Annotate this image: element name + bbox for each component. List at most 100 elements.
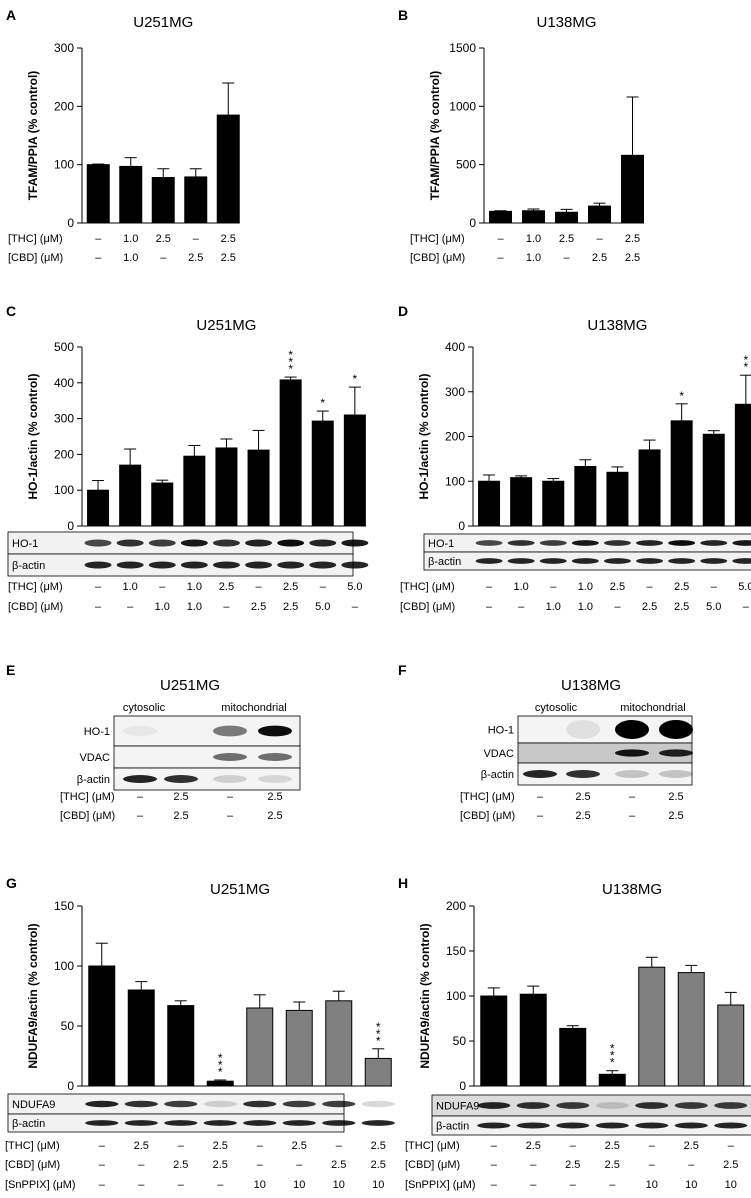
panel-letter: C <box>6 303 16 319</box>
panel-f: F U138MG cytosolic mitochondrial HO-1 VDAC β-a… <box>398 662 693 822</box>
condition-label: [THC] (μM) <box>410 233 465 245</box>
y-axis-label: NDUFA9/actin (% control) <box>418 923 432 1068</box>
panel-g: G U251MG 0 50 100 150 NDUFA9/actin (% control)… <box>5 875 395 1191</box>
condition-label: [CBD] (μM) <box>8 601 63 613</box>
bar <box>559 1027 587 1087</box>
condition-value: – <box>649 1140 656 1152</box>
bar <box>184 176 208 224</box>
condition-value: – <box>99 1140 106 1152</box>
panel-letter: E <box>6 662 15 678</box>
y-tick-label: 500 <box>54 340 74 354</box>
bar <box>588 205 611 224</box>
condition-value: 2.5 <box>371 1159 386 1171</box>
blot-row-2-band <box>243 1120 277 1126</box>
condition-value: 2.5 <box>156 233 171 245</box>
condition-value: – <box>178 1179 185 1191</box>
blot-row-1-band <box>203 1100 237 1108</box>
blot-row-2-band <box>475 558 503 564</box>
blot-row-1-band <box>668 540 696 546</box>
blot-row-2-band <box>277 561 305 569</box>
condition-value: 2.5 <box>188 252 203 264</box>
blot-row-2-band <box>516 1122 550 1129</box>
condition-value: 1.0 <box>155 601 170 613</box>
condition-value: 2.5 <box>173 791 188 803</box>
significance-star: * <box>376 1034 381 1048</box>
blot-band <box>566 720 600 739</box>
chart-title: U251MG <box>210 881 270 898</box>
y-tick-label: 50 <box>61 1019 75 1033</box>
y-tick-label: 200 <box>54 447 74 461</box>
panel-b: B U138MG 0 500 1000 1500 TFAM/PPIA (% control)… <box>398 7 645 264</box>
condition-value: 10 <box>685 1179 697 1191</box>
condition-value: – <box>486 601 493 613</box>
y-axis-label: HO-1/actin (% control) <box>417 373 431 499</box>
blot-row-2-band <box>595 1122 629 1129</box>
blot-band <box>123 725 157 737</box>
significance-star: * <box>218 1058 223 1072</box>
blot-row-1-band <box>475 540 503 546</box>
condition-value: – <box>491 1159 498 1171</box>
blot-row-2-band <box>361 1120 395 1126</box>
bar <box>87 489 110 527</box>
condition-value: 2.5 <box>526 1140 541 1152</box>
condition-value: – <box>352 601 359 613</box>
condition-value: 2.5 <box>134 1140 149 1152</box>
condition-value: 5.0 <box>738 581 751 593</box>
blot-label: β-actin <box>436 1121 469 1133</box>
blot-label: NDUFA9 <box>436 1101 479 1113</box>
blot-band <box>523 770 557 778</box>
y-axis-label: NDUFA9/actin (% control) <box>26 923 40 1068</box>
condition-value: – <box>95 233 102 245</box>
condition-value: – <box>137 810 144 822</box>
chart-title: U251MG <box>133 14 193 31</box>
condition-value: 5.0 <box>315 601 330 613</box>
bar <box>151 482 174 527</box>
blot-frame <box>517 762 693 786</box>
bar <box>119 464 142 527</box>
condition-value: – <box>159 581 166 593</box>
y-tick-label: 200 <box>54 99 74 113</box>
bar <box>542 480 565 527</box>
blot-row-2-band <box>322 1120 356 1126</box>
blot-row-2-band <box>148 561 176 569</box>
condition-value: – <box>570 1179 577 1191</box>
blot-label: β-actin <box>77 774 110 786</box>
condition-value: – <box>497 233 504 245</box>
bar <box>670 420 693 527</box>
condition-value: 1.0 <box>578 601 593 613</box>
condition-value: 10 <box>333 1179 345 1191</box>
condition-value: – <box>227 810 234 822</box>
significance-star: * <box>376 1020 381 1034</box>
bar <box>247 449 270 527</box>
condition-value: 1.0 <box>514 581 529 593</box>
condition-value: 2.5 <box>219 581 234 593</box>
blot-row-2-band <box>556 1122 590 1129</box>
significance-star: * <box>679 389 684 403</box>
blot-band <box>615 770 649 778</box>
blot-row-2-band <box>635 1122 669 1129</box>
condition-value: 2.5 <box>610 581 625 593</box>
significance-star: * <box>218 1051 223 1065</box>
y-tick-label: 0 <box>458 519 465 533</box>
y-tick-label: 100 <box>445 474 465 488</box>
blot-row-1-band <box>85 1100 119 1108</box>
condition-value: – <box>160 252 167 264</box>
condition-value: – <box>497 252 504 264</box>
condition-value: 2.5 <box>605 1140 620 1152</box>
condition-value: – <box>629 791 636 803</box>
blot-row-2-band <box>164 1120 198 1126</box>
blot-row-1-band <box>245 539 273 547</box>
blot-row-2-band <box>180 561 208 569</box>
condition-value: 2.5 <box>575 810 590 822</box>
bar <box>151 177 175 224</box>
condition-value: – <box>257 1159 264 1171</box>
blot-row-2-band <box>636 558 664 564</box>
blot-band <box>213 775 247 783</box>
panel-a: A U251MG 0 100 200 300 TFAM/PPIA (% control) [T… <box>6 7 240 264</box>
bar <box>606 471 629 527</box>
bar <box>279 379 302 527</box>
condition-value: 1.0 <box>526 252 541 264</box>
chart-title: U251MG <box>160 677 220 694</box>
condition-value: – <box>336 1140 343 1152</box>
bar <box>206 1080 234 1087</box>
